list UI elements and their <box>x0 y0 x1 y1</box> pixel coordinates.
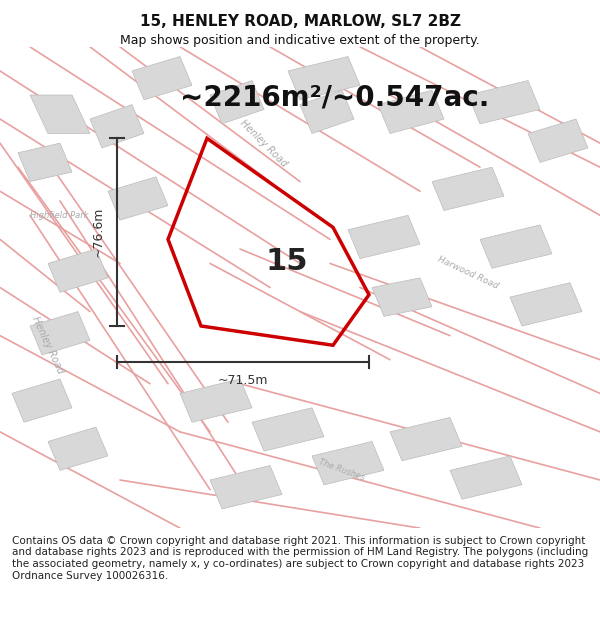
Polygon shape <box>390 418 462 461</box>
Polygon shape <box>510 282 582 326</box>
Polygon shape <box>288 56 360 100</box>
Polygon shape <box>312 441 384 485</box>
Text: 15, HENLEY ROAD, MARLOW, SL7 2BZ: 15, HENLEY ROAD, MARLOW, SL7 2BZ <box>139 14 461 29</box>
Polygon shape <box>480 225 552 268</box>
Text: Harwood Road: Harwood Road <box>436 255 500 291</box>
Polygon shape <box>372 278 432 316</box>
Polygon shape <box>252 408 324 451</box>
Text: 15: 15 <box>265 248 308 276</box>
Polygon shape <box>300 90 354 134</box>
Polygon shape <box>30 311 90 355</box>
Polygon shape <box>348 215 420 259</box>
Text: ~76.6m: ~76.6m <box>92 207 105 258</box>
Polygon shape <box>30 95 90 134</box>
Polygon shape <box>18 143 72 182</box>
Polygon shape <box>528 119 588 162</box>
Text: Highfield Park: Highfield Park <box>30 211 89 220</box>
Polygon shape <box>90 104 144 148</box>
Polygon shape <box>48 249 108 292</box>
Text: ~71.5m: ~71.5m <box>218 374 268 387</box>
Text: Henley Road: Henley Road <box>31 315 65 376</box>
Polygon shape <box>180 379 252 423</box>
Polygon shape <box>48 427 108 471</box>
Text: ~2216m²/~0.547ac.: ~2216m²/~0.547ac. <box>180 83 490 111</box>
Polygon shape <box>378 90 444 134</box>
Text: Map shows position and indicative extent of the property.: Map shows position and indicative extent… <box>120 34 480 47</box>
Text: Contains OS data © Crown copyright and database right 2021. This information is : Contains OS data © Crown copyright and d… <box>12 536 588 581</box>
Polygon shape <box>432 167 504 211</box>
Polygon shape <box>132 56 192 100</box>
Polygon shape <box>468 81 540 124</box>
Polygon shape <box>210 81 264 124</box>
Polygon shape <box>450 456 522 499</box>
Polygon shape <box>12 379 72 423</box>
Polygon shape <box>108 177 168 220</box>
Polygon shape <box>210 466 282 509</box>
Text: The Rushes: The Rushes <box>318 458 366 483</box>
Text: Henley Road: Henley Road <box>238 118 290 169</box>
